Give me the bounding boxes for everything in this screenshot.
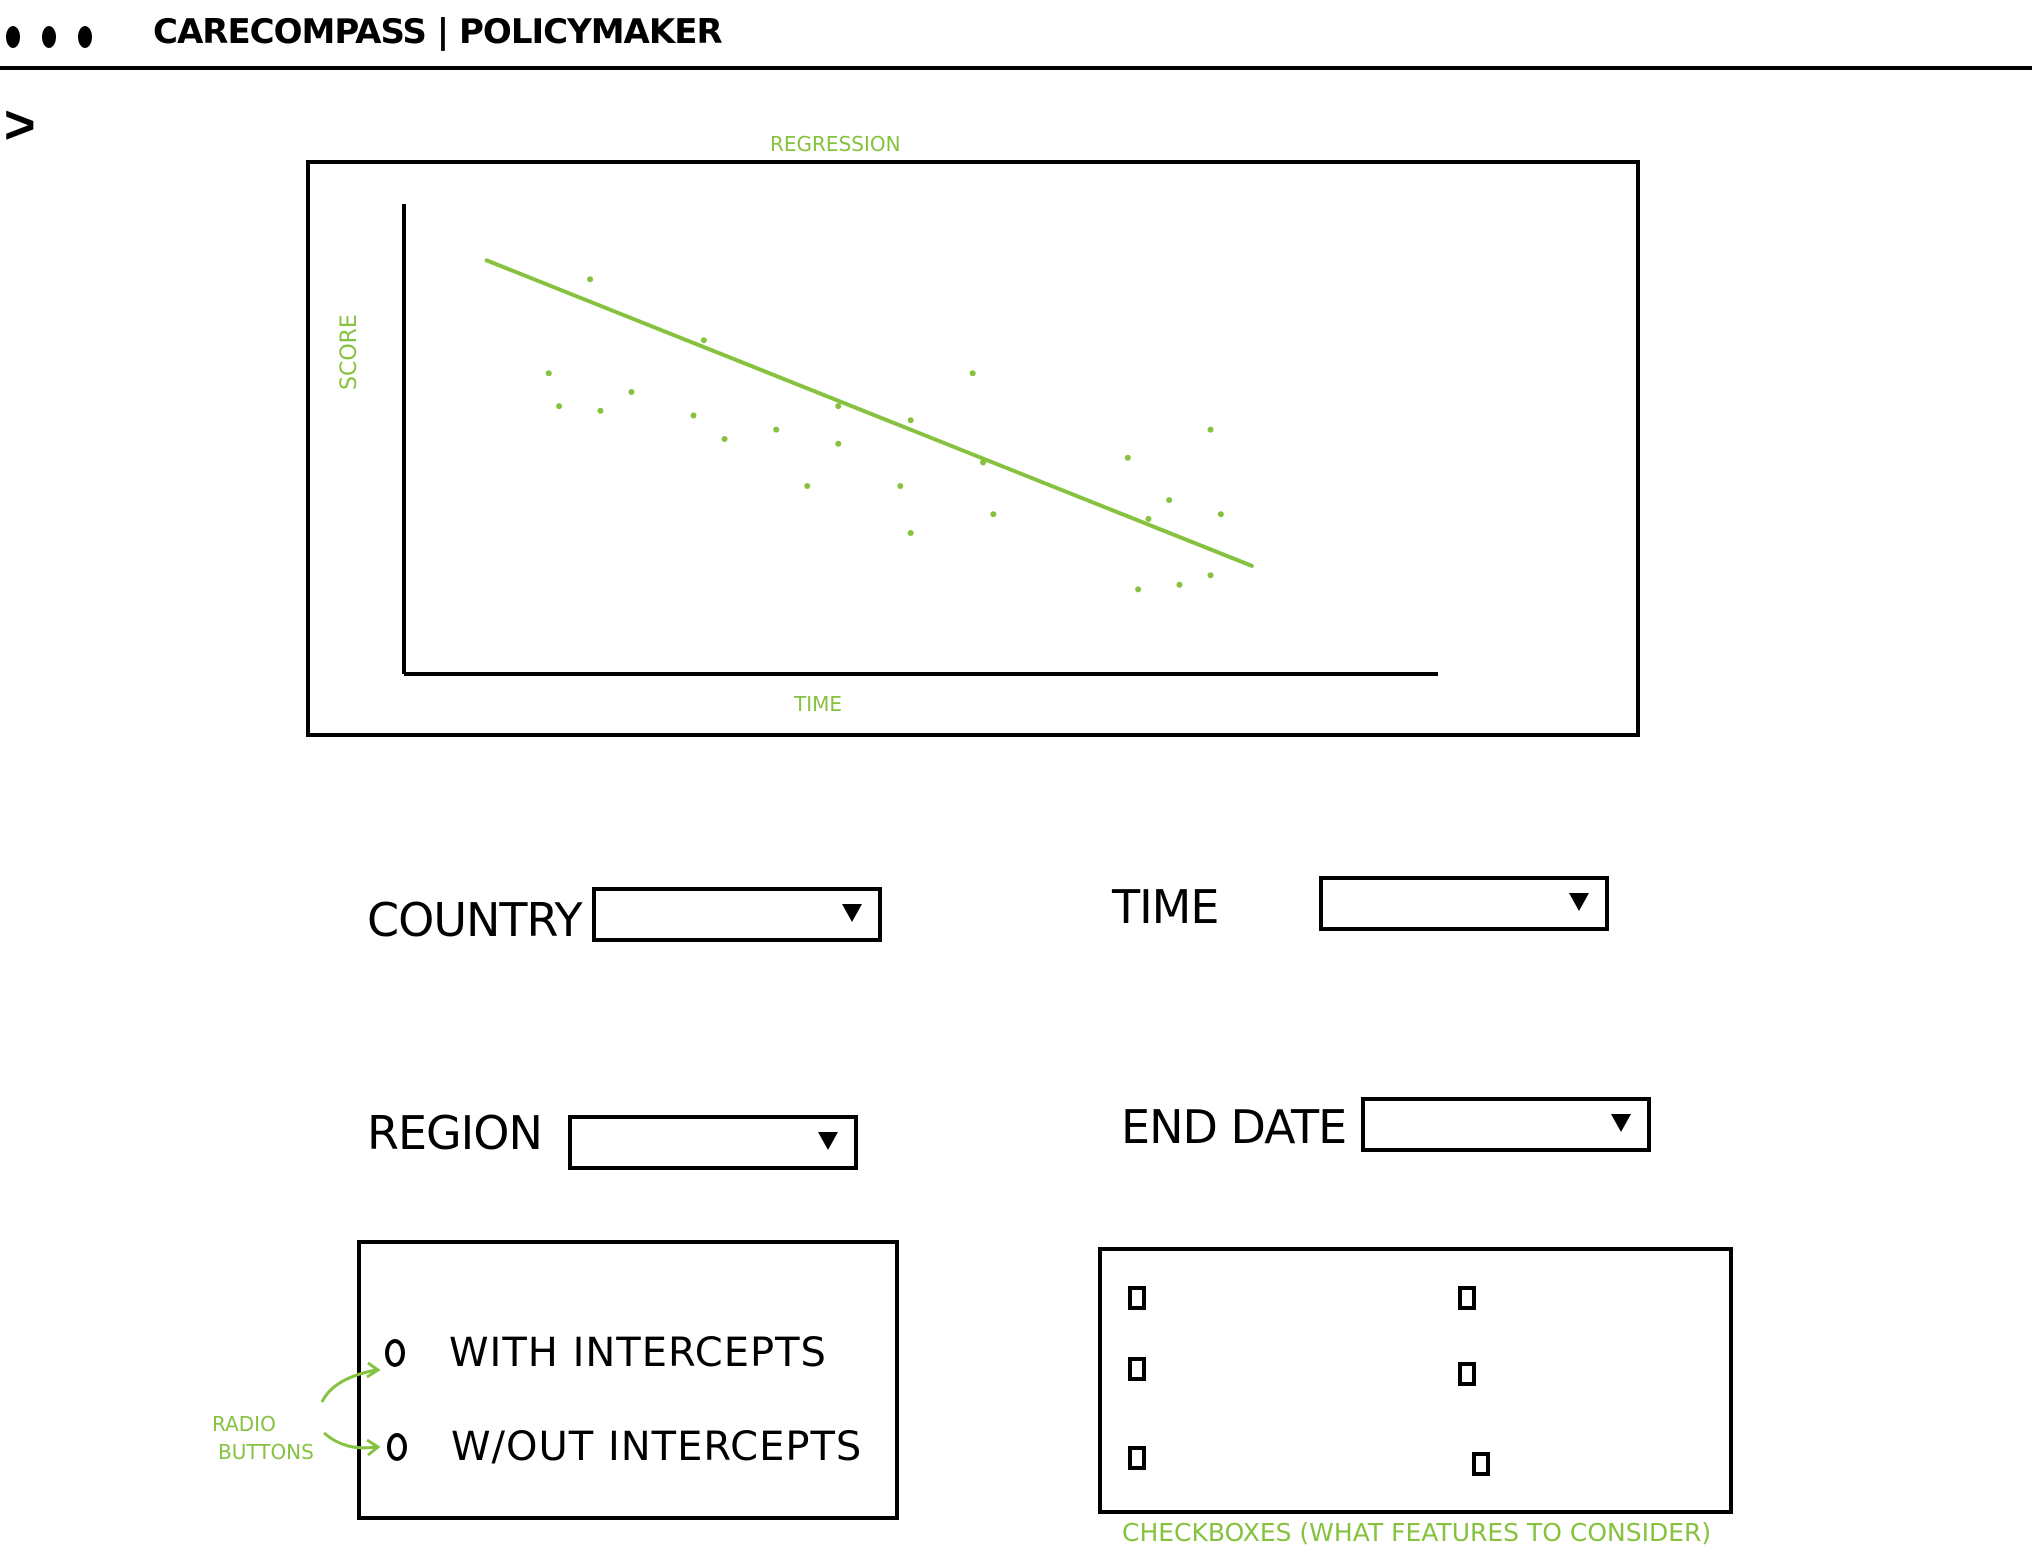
data-point <box>1166 497 1173 504</box>
data-point <box>556 403 563 410</box>
end-date-select[interactable] <box>1361 1097 1651 1152</box>
data-point <box>773 426 780 433</box>
data-point <box>804 483 811 489</box>
chart-y-label: Score <box>337 314 362 390</box>
time-select[interactable] <box>1319 876 1609 931</box>
country-select[interactable] <box>592 887 882 942</box>
region-label: Region <box>367 1106 543 1160</box>
window-dot-icon[interactable] <box>6 26 20 48</box>
regression-line <box>484 258 1254 568</box>
feature-checkbox[interactable] <box>1458 1362 1476 1386</box>
radio-label: W/out Intercepts <box>451 1424 863 1470</box>
data-point <box>907 417 914 424</box>
data-point <box>690 412 697 419</box>
feature-checkbox[interactable] <box>1128 1357 1146 1381</box>
window-dot-icon[interactable] <box>78 26 92 48</box>
chevron-down-icon <box>1569 893 1589 911</box>
feature-checkbox[interactable] <box>1128 1286 1146 1310</box>
data-point <box>587 276 594 283</box>
region-select[interactable] <box>568 1115 858 1170</box>
data-point <box>700 337 707 344</box>
data-point <box>1135 586 1142 593</box>
app-header: CareCompass | PolicyMaker <box>0 0 2032 70</box>
window-controls <box>6 26 92 48</box>
data-point <box>628 389 635 395</box>
chevron-down-icon <box>1611 1114 1631 1132</box>
end-date-label: End Date <box>1121 1100 1347 1154</box>
data-point <box>597 407 604 414</box>
regression-chart <box>402 204 1438 676</box>
data-point <box>1217 511 1224 518</box>
radio-annotation-line: Buttons <box>218 1440 314 1464</box>
feature-checkbox[interactable] <box>1458 1286 1476 1310</box>
time-label: Time <box>1112 880 1219 934</box>
app-title: CareCompass | PolicyMaker <box>153 12 723 52</box>
radio-annotation: Radio Buttons <box>212 1410 314 1466</box>
chart-frame <box>306 160 1640 737</box>
feature-checkbox[interactable] <box>1472 1452 1490 1476</box>
annotation-arrow-icon <box>320 1361 381 1457</box>
data-point <box>1207 426 1214 433</box>
radio-option-with-intercepts[interactable]: With Intercepts <box>385 1330 827 1376</box>
checkbox-caption: Checkboxes (What features to consider) <box>1122 1518 1712 1547</box>
radio-annotation-line: Radio <box>212 1412 276 1436</box>
chevron-down-icon <box>818 1132 838 1150</box>
data-point <box>1176 581 1183 588</box>
data-point <box>907 530 914 536</box>
data-point <box>721 436 728 442</box>
data-point <box>990 511 997 518</box>
data-point <box>545 370 552 377</box>
data-point <box>835 403 842 410</box>
radio-button[interactable] <box>387 1433 407 1461</box>
data-point <box>835 440 842 447</box>
country-label: Country <box>367 893 583 947</box>
data-point <box>1207 572 1214 579</box>
features-checkbox-group <box>1098 1247 1733 1514</box>
radio-label: With Intercepts <box>449 1330 827 1376</box>
chevron-down-icon <box>842 904 862 922</box>
radio-option-without-intercepts[interactable]: W/out Intercepts <box>387 1424 862 1470</box>
data-point <box>1145 515 1152 522</box>
data-point <box>969 370 976 377</box>
chart-title: Regression <box>770 132 901 156</box>
window-dot-icon[interactable] <box>42 26 56 48</box>
expand-sidebar-button[interactable]: > <box>4 95 36 155</box>
radio-button[interactable] <box>385 1339 405 1367</box>
feature-checkbox[interactable] <box>1128 1446 1146 1470</box>
data-point <box>897 483 904 489</box>
intercepts-radio-group: With Intercepts W/out Intercepts <box>357 1240 899 1520</box>
data-point <box>1124 454 1131 461</box>
chart-x-label: Time <box>794 692 843 716</box>
